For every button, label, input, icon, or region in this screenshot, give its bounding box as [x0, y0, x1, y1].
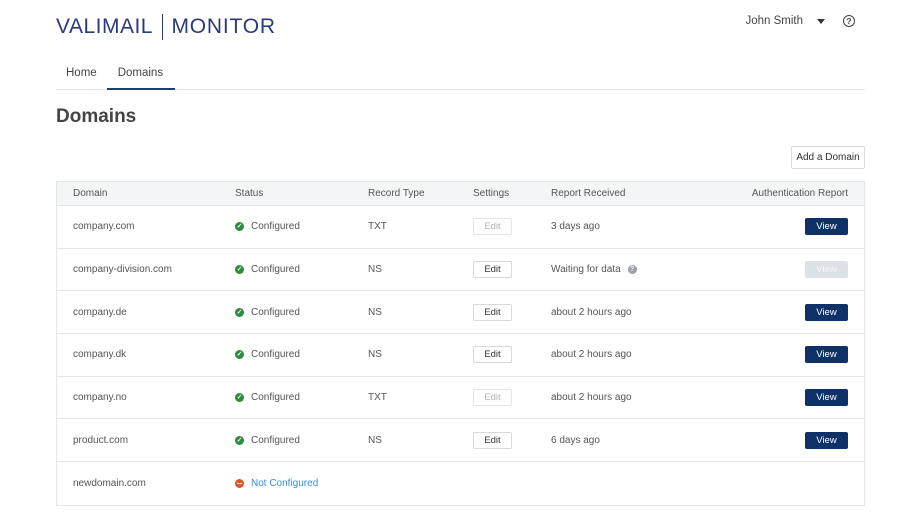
- logo-brand: VALIMAIL: [56, 15, 153, 38]
- edit-button[interactable]: Edit: [473, 346, 512, 364]
- record-type: TXT: [368, 392, 387, 404]
- check-circle-icon: ✓: [235, 307, 244, 317]
- question-circle-icon[interactable]: ?: [627, 265, 637, 275]
- header: VALIMAIL MONITOR John Smith ?: [56, 12, 865, 42]
- edit-button[interactable]: Edit: [473, 261, 512, 279]
- column-header-status[interactable]: Status: [235, 188, 264, 199]
- column-header-report-received[interactable]: Report Received: [551, 188, 626, 199]
- column-header-record-type[interactable]: Record Type: [368, 188, 425, 199]
- report-received: 6 days ago: [551, 434, 600, 446]
- view-report-button[interactable]: View: [805, 431, 848, 449]
- edit-button[interactable]: Edit: [473, 389, 512, 407]
- status-text: Configured: [251, 221, 300, 233]
- status: Not Configured: [235, 462, 318, 505]
- report-received: 3 days ago: [551, 221, 600, 233]
- edit-button[interactable]: Edit: [473, 431, 512, 449]
- status-text: Configured: [251, 264, 300, 276]
- report-text: Waiting for data: [551, 264, 621, 276]
- edit-button[interactable]: Edit: [473, 303, 512, 321]
- add-domain-button[interactable]: Add a Domain: [791, 146, 865, 169]
- table-row: company.com ✓ Configured TXT Edit 3 days…: [57, 206, 864, 249]
- user-name: John Smith: [745, 15, 803, 27]
- status: ✓ Configured: [235, 249, 300, 291]
- logo-product: MONITOR: [171, 15, 276, 38]
- check-circle-icon: ✓: [235, 350, 244, 360]
- view-report-button[interactable]: View: [805, 389, 848, 407]
- status: ✓ Configured: [235, 291, 300, 333]
- table-row: company.dk ✓ Configured NS Edit about 2 …: [57, 334, 864, 377]
- page-title: Domains: [56, 106, 137, 127]
- view-report-button[interactable]: View: [805, 218, 848, 236]
- domain-name: newdomain.com: [73, 477, 146, 489]
- user-menu[interactable]: John Smith: [745, 15, 825, 27]
- table-row: company.de ✓ Configured NS Edit about 2 …: [57, 291, 864, 335]
- help-icon[interactable]: ?: [843, 15, 855, 27]
- table-row: product.com ✓ Configured NS Edit 6 days …: [57, 419, 864, 463]
- not-configured-link[interactable]: Not Configured: [251, 477, 319, 489]
- domain-name: company-division.com: [73, 264, 172, 276]
- check-circle-icon: ✓: [235, 435, 244, 445]
- status: ✓ Configured: [235, 377, 300, 419]
- domain-name: company.de: [73, 306, 127, 318]
- table-row: company.no ✓ Configured TXT Edit about 2…: [57, 376, 864, 420]
- status: ✓ Configured: [235, 419, 300, 461]
- view-report-button[interactable]: View: [805, 346, 848, 364]
- edit-button[interactable]: Edit: [473, 218, 512, 236]
- column-header-authentication-report: Authentication Report: [751, 188, 848, 199]
- status: ✓ Configured: [235, 334, 300, 376]
- status-text: Configured: [251, 392, 300, 404]
- domain-name: company.dk: [73, 349, 127, 361]
- domain-name: company.com: [73, 221, 135, 233]
- domain-name: product.com: [73, 434, 129, 446]
- record-type: NS: [368, 264, 382, 276]
- record-type: TXT: [368, 221, 387, 233]
- column-header-settings: Settings: [473, 188, 510, 199]
- valimail-monitor-logo[interactable]: VALIMAIL MONITOR: [56, 12, 276, 42]
- caret-down-icon: [817, 18, 825, 24]
- table-row: company-division.com ✓ Configured NS Edi…: [57, 248, 864, 292]
- tab-domains[interactable]: Domains: [106, 62, 176, 90]
- status-text: Configured: [251, 434, 300, 446]
- record-type: NS: [368, 434, 382, 446]
- check-circle-icon: ✓: [235, 222, 244, 232]
- view-report-button[interactable]: View: [805, 261, 848, 279]
- check-circle-icon: ✓: [235, 393, 244, 403]
- check-circle-icon: ✓: [235, 265, 244, 275]
- domain-name: company.no: [73, 392, 127, 404]
- report-received: Waiting for data ?: [551, 249, 637, 291]
- status-text: Configured: [251, 349, 300, 361]
- status: ✓ Configured: [235, 206, 300, 248]
- domains-table: Domain Status Record Type Settings Repor…: [56, 181, 865, 506]
- record-type: NS: [368, 349, 382, 361]
- view-report-button[interactable]: View: [805, 303, 848, 321]
- logo-divider: [161, 14, 164, 40]
- status-text: Configured: [251, 306, 300, 318]
- nav-tabs: Home Domains: [56, 62, 865, 90]
- table-row: newdomain.com Not Configured: [57, 462, 864, 505]
- table-header: Domain Status Record Type Settings Repor…: [57, 182, 864, 206]
- minus-circle-icon: [235, 478, 244, 488]
- report-received: about 2 hours ago: [551, 392, 632, 404]
- column-header-domain[interactable]: Domain: [73, 188, 108, 199]
- record-type: NS: [368, 306, 382, 318]
- tab-home[interactable]: Home: [66, 67, 97, 79]
- report-received: about 2 hours ago: [551, 349, 632, 361]
- report-received: about 2 hours ago: [551, 306, 632, 318]
